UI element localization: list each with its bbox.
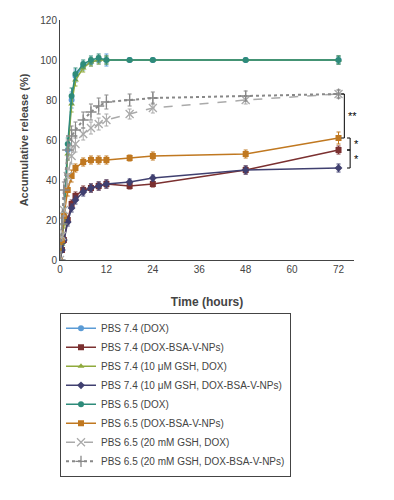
svg-text:Time (hours): Time (hours) [171,295,243,309]
svg-text:36: 36 [194,264,206,275]
svg-text:PBS 6.5 (20 mM GSH, DOX-BSA-V-: PBS 6.5 (20 mM GSH, DOX-BSA-V-NPs) [101,456,284,467]
svg-text:PBS 6.5 (DOX): PBS 6.5 (DOX) [101,399,169,410]
svg-text:100: 100 [40,55,57,66]
svg-text:PBS 7.4 (DOX-BSA-V-NPs): PBS 7.4 (DOX-BSA-V-NPs) [101,342,224,353]
svg-text:*: * [354,138,359,150]
svg-text:60: 60 [287,264,299,275]
svg-text:24: 24 [147,264,159,275]
svg-text:PBS 7.4 (10 μM GSH, DOX): PBS 7.4 (10 μM GSH, DOX) [101,361,227,372]
svg-text:PBS 6.5 (20 mM GSH, DOX): PBS 6.5 (20 mM GSH, DOX) [101,437,229,448]
svg-text:12: 12 [101,264,113,275]
svg-text:40: 40 [46,175,58,186]
svg-text:60: 60 [46,135,58,146]
svg-text:0: 0 [57,264,63,275]
svg-text:**: ** [348,110,357,122]
svg-text:0: 0 [51,255,57,266]
svg-text:Accumulative release (%): Accumulative release (%) [18,73,30,206]
svg-text:120: 120 [40,15,57,26]
svg-text:20: 20 [46,215,58,226]
svg-text:PBS 7.4 (10 μM GSH, DOX-BSA-V-: PBS 7.4 (10 μM GSH, DOX-BSA-V-NPs) [101,380,282,391]
svg-text:72: 72 [333,264,345,275]
svg-text:*: * [354,153,359,165]
svg-text:PBS 6.5 (DOX-BSA-V-NPs): PBS 6.5 (DOX-BSA-V-NPs) [101,418,224,429]
svg-text:80: 80 [46,95,58,106]
svg-text:PBS 7.4 (DOX): PBS 7.4 (DOX) [101,323,169,334]
svg-text:48: 48 [240,264,252,275]
